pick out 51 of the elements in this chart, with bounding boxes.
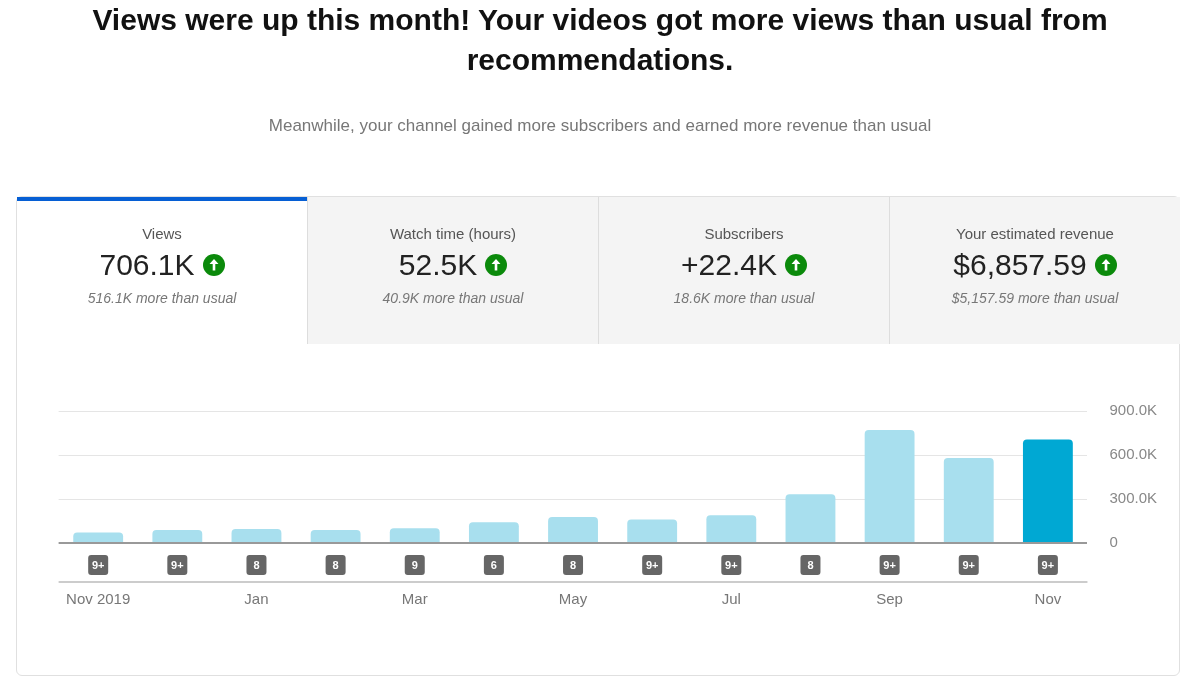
bar [468,522,519,542]
text: Views [141,225,183,242]
x-tick-label: Jul [721,590,741,608]
text: 40.9K more than usual [381,290,525,306]
bar [152,529,203,542]
bar [627,519,678,542]
text: 9+ [645,559,659,572]
text: 8 [807,559,814,572]
text: 706.1K [99,248,195,282]
y-tick-label: 0 [1109,533,1118,551]
text: 8 [253,559,260,572]
bar [864,430,915,542]
text: 9+ [1041,559,1055,572]
text: 9+ [883,559,896,572]
text: 8 [332,559,339,572]
text: 8 [569,559,577,572]
y-tick-label: 600.0K [1109,445,1158,463]
text: Subscribers [703,225,785,242]
text: Meanwhile, your channel gained more subscribers and earned more revenue than usual [267,116,933,136]
y-tick-label: 900.0K [1109,401,1158,419]
text: 9 [411,559,418,572]
text: Your estimated revenue [955,225,1115,242]
bar [1022,439,1073,542]
text: Watch time (hours) [388,225,518,242]
bar [785,494,836,542]
x-tick-label: Sep [876,590,903,608]
bar [310,529,361,542]
text: 18.6K more than usual [672,290,816,306]
bar [231,529,282,542]
bar [943,457,994,542]
text: 516.1K more than usual [86,290,238,306]
text: 6 [490,559,497,572]
text: 9+ [91,559,105,572]
x-tick-label: Mar [401,590,428,608]
bar [73,532,124,542]
x-tick-label: Nov [1034,590,1062,608]
x-tick-label: May [558,590,588,608]
bar [389,528,440,542]
text: 9+ [725,559,738,572]
text: $5,157.59 more than usual [950,290,1120,306]
text: +22.4K [681,248,777,282]
text: 9+ [171,559,184,572]
x-tick-label: Jan [244,590,269,608]
text: 52.5K [398,248,478,282]
text: $6,857.59 [953,248,1087,282]
bar [706,515,757,542]
y-tick-label: 300.0K [1109,489,1158,507]
bar [548,516,598,542]
text: 9+ [962,559,976,572]
x-tick-label: Nov 2019 [66,590,131,608]
text: Views were up this month! Your videos got more views than usual from recommendations. [91,2,1109,78]
